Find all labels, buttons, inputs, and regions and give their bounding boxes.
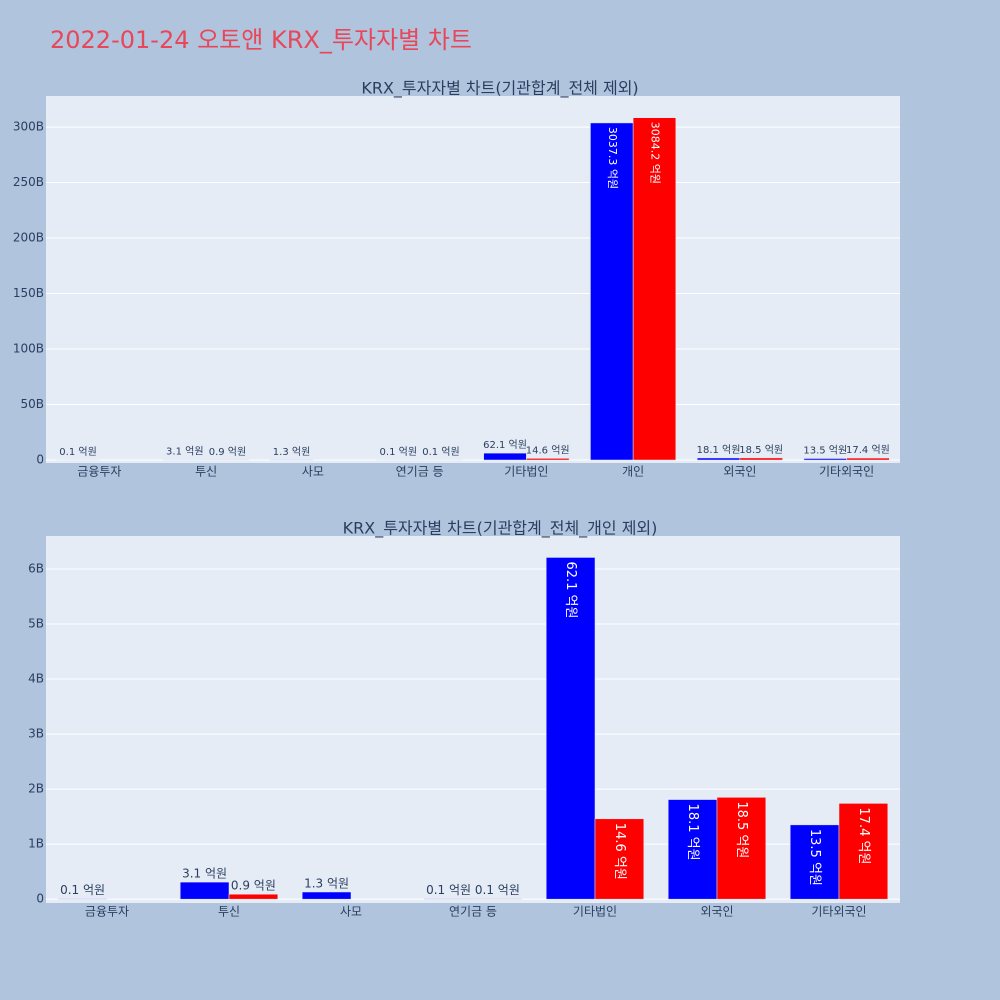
y-tick-label: 300B xyxy=(13,120,44,134)
bar xyxy=(789,824,840,900)
y-tick-label: 0 xyxy=(36,453,44,467)
bar xyxy=(803,458,847,461)
x-tick-label: 외국인 xyxy=(723,465,756,479)
value-label: 18.5 억원 xyxy=(739,444,783,456)
y-tick-label: 2B xyxy=(28,782,44,796)
plot-area xyxy=(46,536,900,903)
y-tick-label: 3B xyxy=(28,727,44,741)
value-label: 13.5 억원 xyxy=(807,829,822,886)
bar xyxy=(483,452,527,461)
value-label: 14.6 억원 xyxy=(526,444,570,456)
x-tick-label: 연기금 등 xyxy=(449,905,497,919)
bar xyxy=(739,457,783,461)
value-label: 14.6 억원 xyxy=(612,823,627,880)
bar xyxy=(228,893,279,900)
x-tick-label: 금융투자 xyxy=(77,465,121,479)
bar xyxy=(301,891,352,900)
value-label: 0.1 억원 xyxy=(59,446,96,458)
value-label: 3037.3 억원 xyxy=(606,127,619,189)
x-tick-label: 투신 xyxy=(195,465,217,479)
x-tick-label: 사모 xyxy=(302,465,324,479)
x-tick-label: 기타외국인 xyxy=(819,465,874,479)
page-title: 2022-01-24 오토앤 KRX_투자자별 차트 xyxy=(50,26,472,54)
value-label: 0.1 억원 xyxy=(380,446,417,458)
y-tick-label: 150B xyxy=(13,286,44,300)
y-tick-label: 6B xyxy=(28,562,44,576)
x-tick-label: 연기금 등 xyxy=(396,465,444,479)
value-label: 17.4 억원 xyxy=(846,444,890,456)
x-tick-label: 금융투자 xyxy=(85,905,129,919)
chart-title: KRX_투자자별 차트(기관합계_전체 제외) xyxy=(361,79,638,99)
bar xyxy=(590,122,634,461)
bar xyxy=(545,557,596,900)
value-label: 18.1 억원 xyxy=(697,444,741,456)
value-label: 62.1 억원 xyxy=(563,561,578,618)
value-label: 0.9 억원 xyxy=(231,879,276,893)
plot-area xyxy=(46,96,900,463)
value-label: 13.5 억원 xyxy=(803,445,847,457)
x-tick-label: 기타외국인 xyxy=(811,905,866,919)
x-tick-label: 기타법인 xyxy=(504,465,548,479)
bar xyxy=(526,458,570,461)
value-label: 62.1 억원 xyxy=(483,439,527,451)
bar xyxy=(594,818,645,900)
bar xyxy=(846,457,890,461)
y-tick-label: 100B xyxy=(13,342,44,356)
bar xyxy=(838,803,889,900)
value-label: 1.3 억원 xyxy=(273,446,310,458)
value-label: 0.1 억원 xyxy=(475,883,520,897)
value-label: 17.4 억원 xyxy=(856,807,871,864)
bar xyxy=(696,457,741,461)
bar xyxy=(57,898,108,900)
value-label: 0.1 억원 xyxy=(60,883,105,897)
y-tick-label: 1B xyxy=(28,837,44,851)
value-label: 0.9 억원 xyxy=(209,446,246,458)
value-label: 3084.2 억원 xyxy=(648,122,661,184)
x-tick-label: 기타법인 xyxy=(573,905,617,919)
x-tick-label: 투신 xyxy=(218,905,240,919)
y-tick-label: 0 xyxy=(36,892,44,906)
y-tick-label: 4B xyxy=(28,672,44,686)
y-tick-label: 200B xyxy=(13,231,44,245)
x-tick-label: 외국인 xyxy=(700,905,733,919)
bar xyxy=(716,797,767,900)
value-label: 18.5 억원 xyxy=(734,801,749,858)
chart-title: KRX_투자자별 차트(기관합계_전체_개인 제외) xyxy=(343,519,658,539)
bar xyxy=(472,898,523,900)
y-tick-label: 250B xyxy=(13,175,44,189)
bar xyxy=(632,117,677,461)
value-label: 0.1 억원 xyxy=(426,883,471,897)
value-label: 0.1 억원 xyxy=(422,446,459,458)
y-tick-label: 50B xyxy=(20,397,44,411)
value-label: 1.3 억원 xyxy=(304,876,349,890)
value-label: 3.1 억원 xyxy=(182,867,227,881)
bar xyxy=(179,881,230,900)
x-tick-label: 개인 xyxy=(622,465,644,479)
y-tick-label: 5B xyxy=(28,617,44,631)
bar xyxy=(423,898,474,900)
value-label: 3.1 억원 xyxy=(166,446,203,458)
x-tick-label: 사모 xyxy=(340,905,362,919)
value-label: 18.1 억원 xyxy=(685,804,700,861)
